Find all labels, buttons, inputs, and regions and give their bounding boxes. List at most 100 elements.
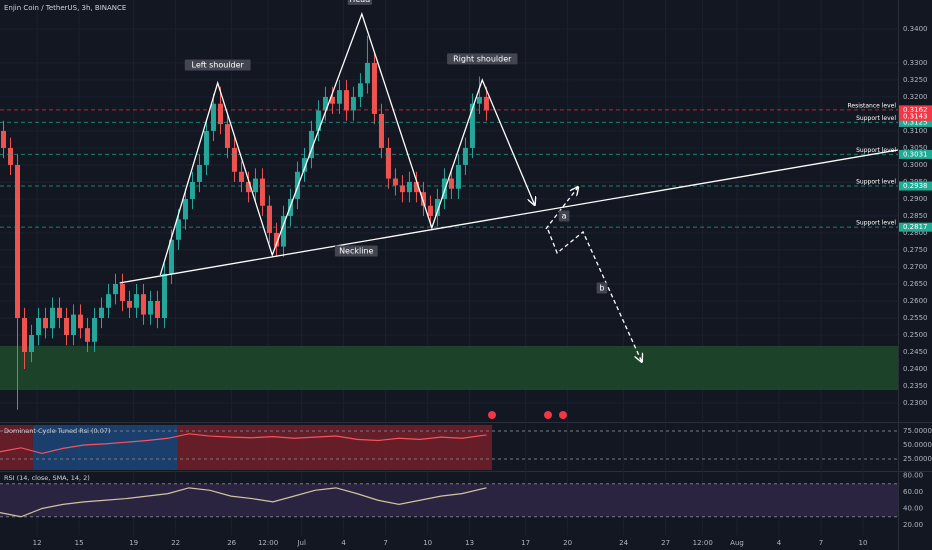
x-tick-label: 27: [661, 539, 670, 547]
x-tick-label: 4: [341, 539, 346, 547]
x-tick-label: Jul: [296, 539, 306, 547]
candle-body: [280, 215, 286, 247]
candle-body: [238, 171, 244, 182]
candle-body: [168, 239, 174, 274]
candle-body: [413, 181, 419, 193]
y-tick-label: 0.2350: [903, 382, 928, 390]
price-badge-label: 0.3031: [903, 150, 928, 158]
y-tick-label: 0.2750: [903, 246, 928, 254]
y-tick-label: 0.3000: [903, 161, 928, 169]
level-label: Support level: [856, 147, 896, 154]
candle-body: [483, 96, 489, 111]
candle-body: [196, 164, 202, 182]
y-tick-label: 0.2650: [903, 280, 928, 288]
level-label: Support level: [856, 115, 896, 122]
x-tick-label: 19: [129, 539, 138, 547]
pane-legend: RSI (14, close, SMA, 14, 2): [4, 474, 90, 482]
candle-body: [147, 300, 153, 315]
state-region: [177, 425, 493, 470]
y-tick-label: 0.3300: [903, 59, 928, 67]
candle-body: [336, 90, 342, 104]
candle-body: [182, 198, 188, 220]
level-label: Support level: [856, 179, 896, 186]
x-tick-label: 12:00: [258, 539, 278, 547]
x-tick-label: 15: [75, 539, 84, 547]
y-tick-label: 20.00: [903, 521, 923, 529]
level-label: Support level: [856, 220, 896, 227]
candle-body: [441, 178, 447, 199]
candle-body: [56, 307, 62, 318]
y-tick-label: 80.00: [903, 471, 923, 479]
annotation: Right shoulder: [453, 54, 512, 63]
state-region: [0, 425, 33, 470]
candle-body: [0, 130, 6, 148]
y-tick-label: 0.2850: [903, 212, 928, 220]
pattern-drawing: [119, 149, 899, 284]
pattern-drawing: [545, 187, 578, 230]
y-tick-label: 0.2450: [903, 348, 928, 356]
annotation: Head: [349, 0, 370, 4]
annotation-box: [347, 0, 372, 5]
x-tick-label: 20: [563, 539, 572, 547]
candle-body: [322, 96, 328, 111]
x-tick-label: 12:00: [693, 539, 713, 547]
y-tick-label: 0.2600: [903, 297, 928, 305]
candle-body: [231, 147, 237, 172]
candle-body: [245, 181, 251, 193]
y-tick-label: 0.3100: [903, 127, 928, 135]
candle-body: [427, 205, 433, 216]
candle-body: [476, 96, 482, 104]
price-badge-label: 0.2938: [903, 182, 928, 190]
y-tick-label: 0.2300: [903, 399, 928, 407]
annotation-box: [558, 210, 570, 222]
candle-body: [140, 294, 146, 315]
price-badge: [899, 117, 932, 127]
candle-body: [203, 130, 209, 165]
event-icon[interactable]: [488, 411, 496, 419]
y-tick-label: 40.00: [903, 504, 923, 512]
annotation-box: [447, 53, 518, 65]
candle-body: [91, 317, 97, 342]
candle-body: [462, 147, 468, 165]
event-icon[interactable]: [559, 411, 567, 419]
pane-legend: Dominant Cycle Tuned Rsi (0.07): [4, 427, 111, 435]
candle-body: [364, 62, 370, 84]
y-tick-label: 50.0000: [903, 441, 932, 449]
y-tick-label: 60.00: [903, 488, 923, 496]
candle-body: [161, 273, 167, 318]
y-tick-label: 0.3050: [903, 144, 928, 152]
price-badge: [899, 222, 932, 232]
last-price-label: 0.3143: [903, 112, 928, 120]
candle-body: [343, 90, 349, 111]
event-icon[interactable]: [544, 411, 552, 419]
y-tick-label: 25.0000: [903, 455, 932, 463]
candle-body: [84, 328, 90, 342]
level-label: Resistance level: [847, 102, 896, 109]
candle-body: [210, 103, 216, 131]
price-badge-label: 0.3125: [903, 118, 928, 126]
candle-body: [126, 300, 132, 308]
candle-body: [350, 96, 356, 111]
y-tick-label: 0.2550: [903, 314, 928, 322]
candle-body: [105, 294, 111, 308]
candle-body: [42, 317, 48, 329]
price-badge: [899, 149, 932, 159]
candle-body: [217, 103, 223, 125]
candle-body: [266, 205, 272, 233]
support-zone: [0, 345, 898, 391]
candle-body: [49, 307, 55, 329]
x-tick-label: 24: [619, 539, 628, 547]
candle-body: [252, 178, 258, 193]
annotation-box: [334, 245, 378, 257]
candle-body: [112, 283, 118, 295]
candle-body: [385, 147, 391, 179]
pattern-drawing: [159, 11, 534, 276]
price-badge-label: 0.2817: [903, 223, 928, 231]
candle-body: [35, 317, 41, 335]
candle-body: [175, 219, 181, 240]
candle-body: [119, 283, 125, 301]
price-badge-label: 0.3162: [903, 106, 928, 114]
